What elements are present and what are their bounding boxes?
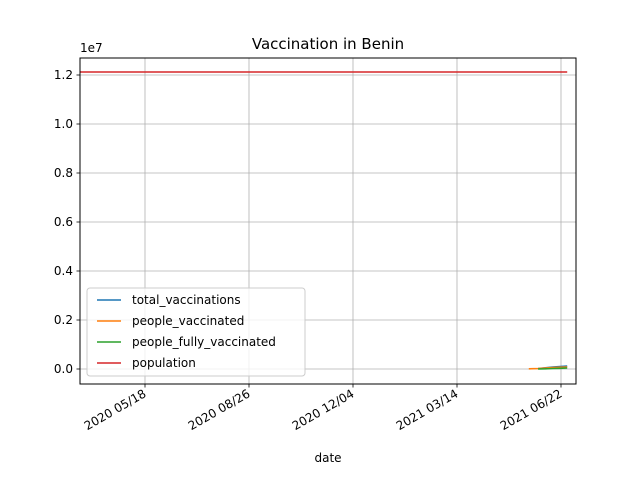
y-tick-label: 0.0: [54, 362, 73, 376]
y-offset-label: 1e7: [80, 41, 103, 55]
y-tick-label: 1.2: [54, 68, 73, 82]
grid-lines: [80, 58, 576, 384]
legend-label-total-vaccinations: total_vaccinations: [132, 293, 241, 307]
series-lines: [80, 71, 568, 370]
series-line-people-fully-vaccinated: [538, 367, 568, 370]
legend-box: [86, 287, 306, 377]
chart-title: Vaccination in Benin: [252, 35, 404, 53]
x-axis-label: date: [314, 451, 341, 465]
y-tick-label: 0.2: [54, 313, 73, 327]
y-tick-label: 1.0: [54, 117, 73, 131]
y-tick-label: 0.8: [54, 166, 73, 180]
plot-frame: [79, 57, 577, 385]
legend-label-people-fully-vaccinated: people_fully_vaccinated: [132, 335, 276, 349]
y-tick-label: 0.4: [54, 264, 73, 278]
legend-label-population: population: [132, 356, 196, 370]
y-axis: 0.0 0.2 0.4 0.6 0.8 1.0 1.2: [54, 68, 80, 376]
legend: total_vaccinations people_vaccinatedpeopl…: [86, 287, 306, 377]
series-line-people-vaccinated: [528, 366, 568, 370]
y-tick-label: 0.6: [54, 215, 73, 229]
legend-label-people-vaccinated: people_vaccinated: [132, 314, 244, 328]
